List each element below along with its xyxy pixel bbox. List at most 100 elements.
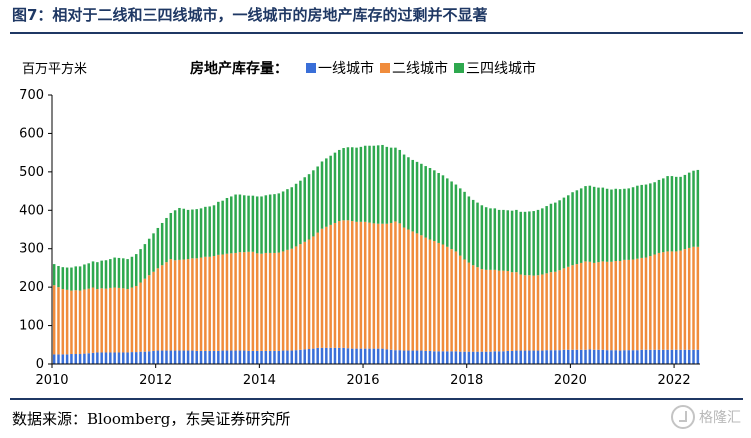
bar-tier1 bbox=[541, 350, 544, 364]
bar-tier1 bbox=[467, 351, 471, 364]
bar-tier34 bbox=[532, 211, 535, 276]
bar-tier2 bbox=[584, 261, 587, 350]
bar-tier2 bbox=[562, 268, 566, 350]
bar-tier2 bbox=[277, 252, 281, 351]
bar-tier1 bbox=[631, 350, 635, 364]
bar-tier34 bbox=[480, 205, 484, 270]
bar-tier34 bbox=[139, 249, 142, 283]
bar-tier2 bbox=[489, 269, 492, 352]
bar-tier2 bbox=[674, 251, 678, 350]
bar-tier2 bbox=[299, 244, 302, 350]
bar-tier1 bbox=[242, 350, 246, 364]
bar-tier1 bbox=[372, 348, 376, 364]
bar-tier34 bbox=[454, 184, 458, 252]
bar-tier2 bbox=[96, 289, 99, 353]
bar-tier1 bbox=[493, 351, 497, 364]
bar-tier1 bbox=[402, 350, 406, 364]
bar-tier1 bbox=[333, 347, 337, 364]
bar-tier2 bbox=[679, 250, 682, 350]
bar-tier1 bbox=[286, 350, 289, 364]
bar-tier2 bbox=[143, 278, 147, 352]
bar-tier1 bbox=[234, 350, 237, 364]
bar-tier2 bbox=[134, 285, 138, 353]
bar-tier1 bbox=[592, 349, 596, 364]
bar-tier2 bbox=[510, 272, 514, 351]
bar-tier34 bbox=[467, 196, 471, 263]
bar-tier2 bbox=[325, 226, 328, 348]
chart-legend: 房地产库存量： 一线城市 二线城市 三四线城市 bbox=[190, 58, 542, 78]
bar-tier2 bbox=[104, 288, 108, 353]
bar-tier1 bbox=[277, 350, 281, 364]
bar-tier1 bbox=[169, 350, 173, 364]
bar-tier1 bbox=[575, 349, 579, 364]
bar-tier2 bbox=[355, 221, 358, 349]
bar-tier34 bbox=[363, 145, 367, 222]
bar-tier2 bbox=[199, 257, 203, 351]
bar-tier34 bbox=[316, 166, 319, 233]
bar-tier2 bbox=[666, 251, 669, 350]
bar-tier1 bbox=[674, 349, 678, 364]
bar-tier2 bbox=[446, 246, 449, 352]
bar-tier2 bbox=[631, 259, 635, 351]
bar-tier1 bbox=[394, 350, 397, 364]
bar-tier34 bbox=[562, 197, 566, 269]
bar-tier2 bbox=[493, 269, 497, 352]
bar-tier34 bbox=[571, 192, 574, 266]
bar-tier34 bbox=[579, 188, 583, 263]
bar-tier34 bbox=[199, 208, 203, 258]
bar-tier34 bbox=[420, 163, 423, 236]
bar-tier34 bbox=[147, 238, 151, 276]
bar-tier34 bbox=[83, 264, 86, 290]
bar-tier34 bbox=[333, 152, 337, 223]
bar-tier2 bbox=[463, 259, 466, 352]
bar-tier2 bbox=[532, 275, 535, 351]
bar-tier2 bbox=[78, 290, 82, 355]
bar-tier1 bbox=[96, 352, 99, 364]
bar-tier34 bbox=[394, 147, 397, 222]
bar-tier1 bbox=[74, 354, 78, 364]
bar-tier2 bbox=[260, 253, 263, 351]
bar-tier2 bbox=[178, 259, 181, 351]
y-tick-label: 700 bbox=[19, 88, 44, 103]
legend-label-tier2: 二线城市 bbox=[392, 61, 448, 77]
bar-tier34 bbox=[450, 181, 453, 250]
stacked-bar-chart: 0 100 200 300 400 500 600 700 2010 2012 2014 2016 20… bbox=[19, 88, 700, 388]
bar-tier1 bbox=[549, 350, 553, 364]
bar-tier1 bbox=[359, 348, 363, 364]
bar-tier2 bbox=[294, 246, 298, 351]
bar-tier34 bbox=[100, 260, 103, 289]
bar-tier34 bbox=[644, 184, 648, 258]
y-tick-label: 500 bbox=[19, 165, 44, 180]
bar-tier2 bbox=[83, 289, 86, 354]
bar-tier2 bbox=[692, 246, 695, 350]
bar-tier2 bbox=[139, 282, 142, 352]
bar-tier1 bbox=[104, 352, 108, 364]
bar-tier34 bbox=[653, 182, 656, 255]
bar-tier34 bbox=[463, 191, 466, 260]
bar-tier1 bbox=[251, 350, 255, 364]
bar-tier34 bbox=[398, 149, 402, 224]
bar-tier1 bbox=[355, 348, 358, 364]
bar-tier2 bbox=[402, 227, 406, 351]
bar-tier34 bbox=[109, 259, 112, 288]
bar-tier1 bbox=[221, 350, 224, 364]
bar-tier34 bbox=[424, 166, 427, 238]
bar-tier34 bbox=[178, 207, 181, 260]
bar-tier2 bbox=[683, 249, 687, 350]
bar-tier2 bbox=[212, 256, 216, 351]
bar-tier2 bbox=[433, 241, 436, 352]
bar-tier34 bbox=[117, 257, 121, 288]
bar-tier34 bbox=[545, 206, 548, 274]
legend-swatch-tier2 bbox=[380, 63, 390, 73]
bar-tier1 bbox=[679, 349, 682, 364]
bar-tier2 bbox=[87, 288, 90, 354]
y-tick-label: 100 bbox=[19, 319, 44, 334]
bar-tier1 bbox=[368, 348, 371, 364]
bar-tier2 bbox=[450, 249, 453, 352]
bar-tier34 bbox=[355, 147, 358, 222]
bar-tier34 bbox=[614, 188, 618, 262]
bar-tier2 bbox=[398, 223, 402, 351]
bar-tier1 bbox=[411, 350, 414, 364]
bar-tier1 bbox=[303, 349, 306, 364]
bar-tier2 bbox=[528, 275, 531, 351]
